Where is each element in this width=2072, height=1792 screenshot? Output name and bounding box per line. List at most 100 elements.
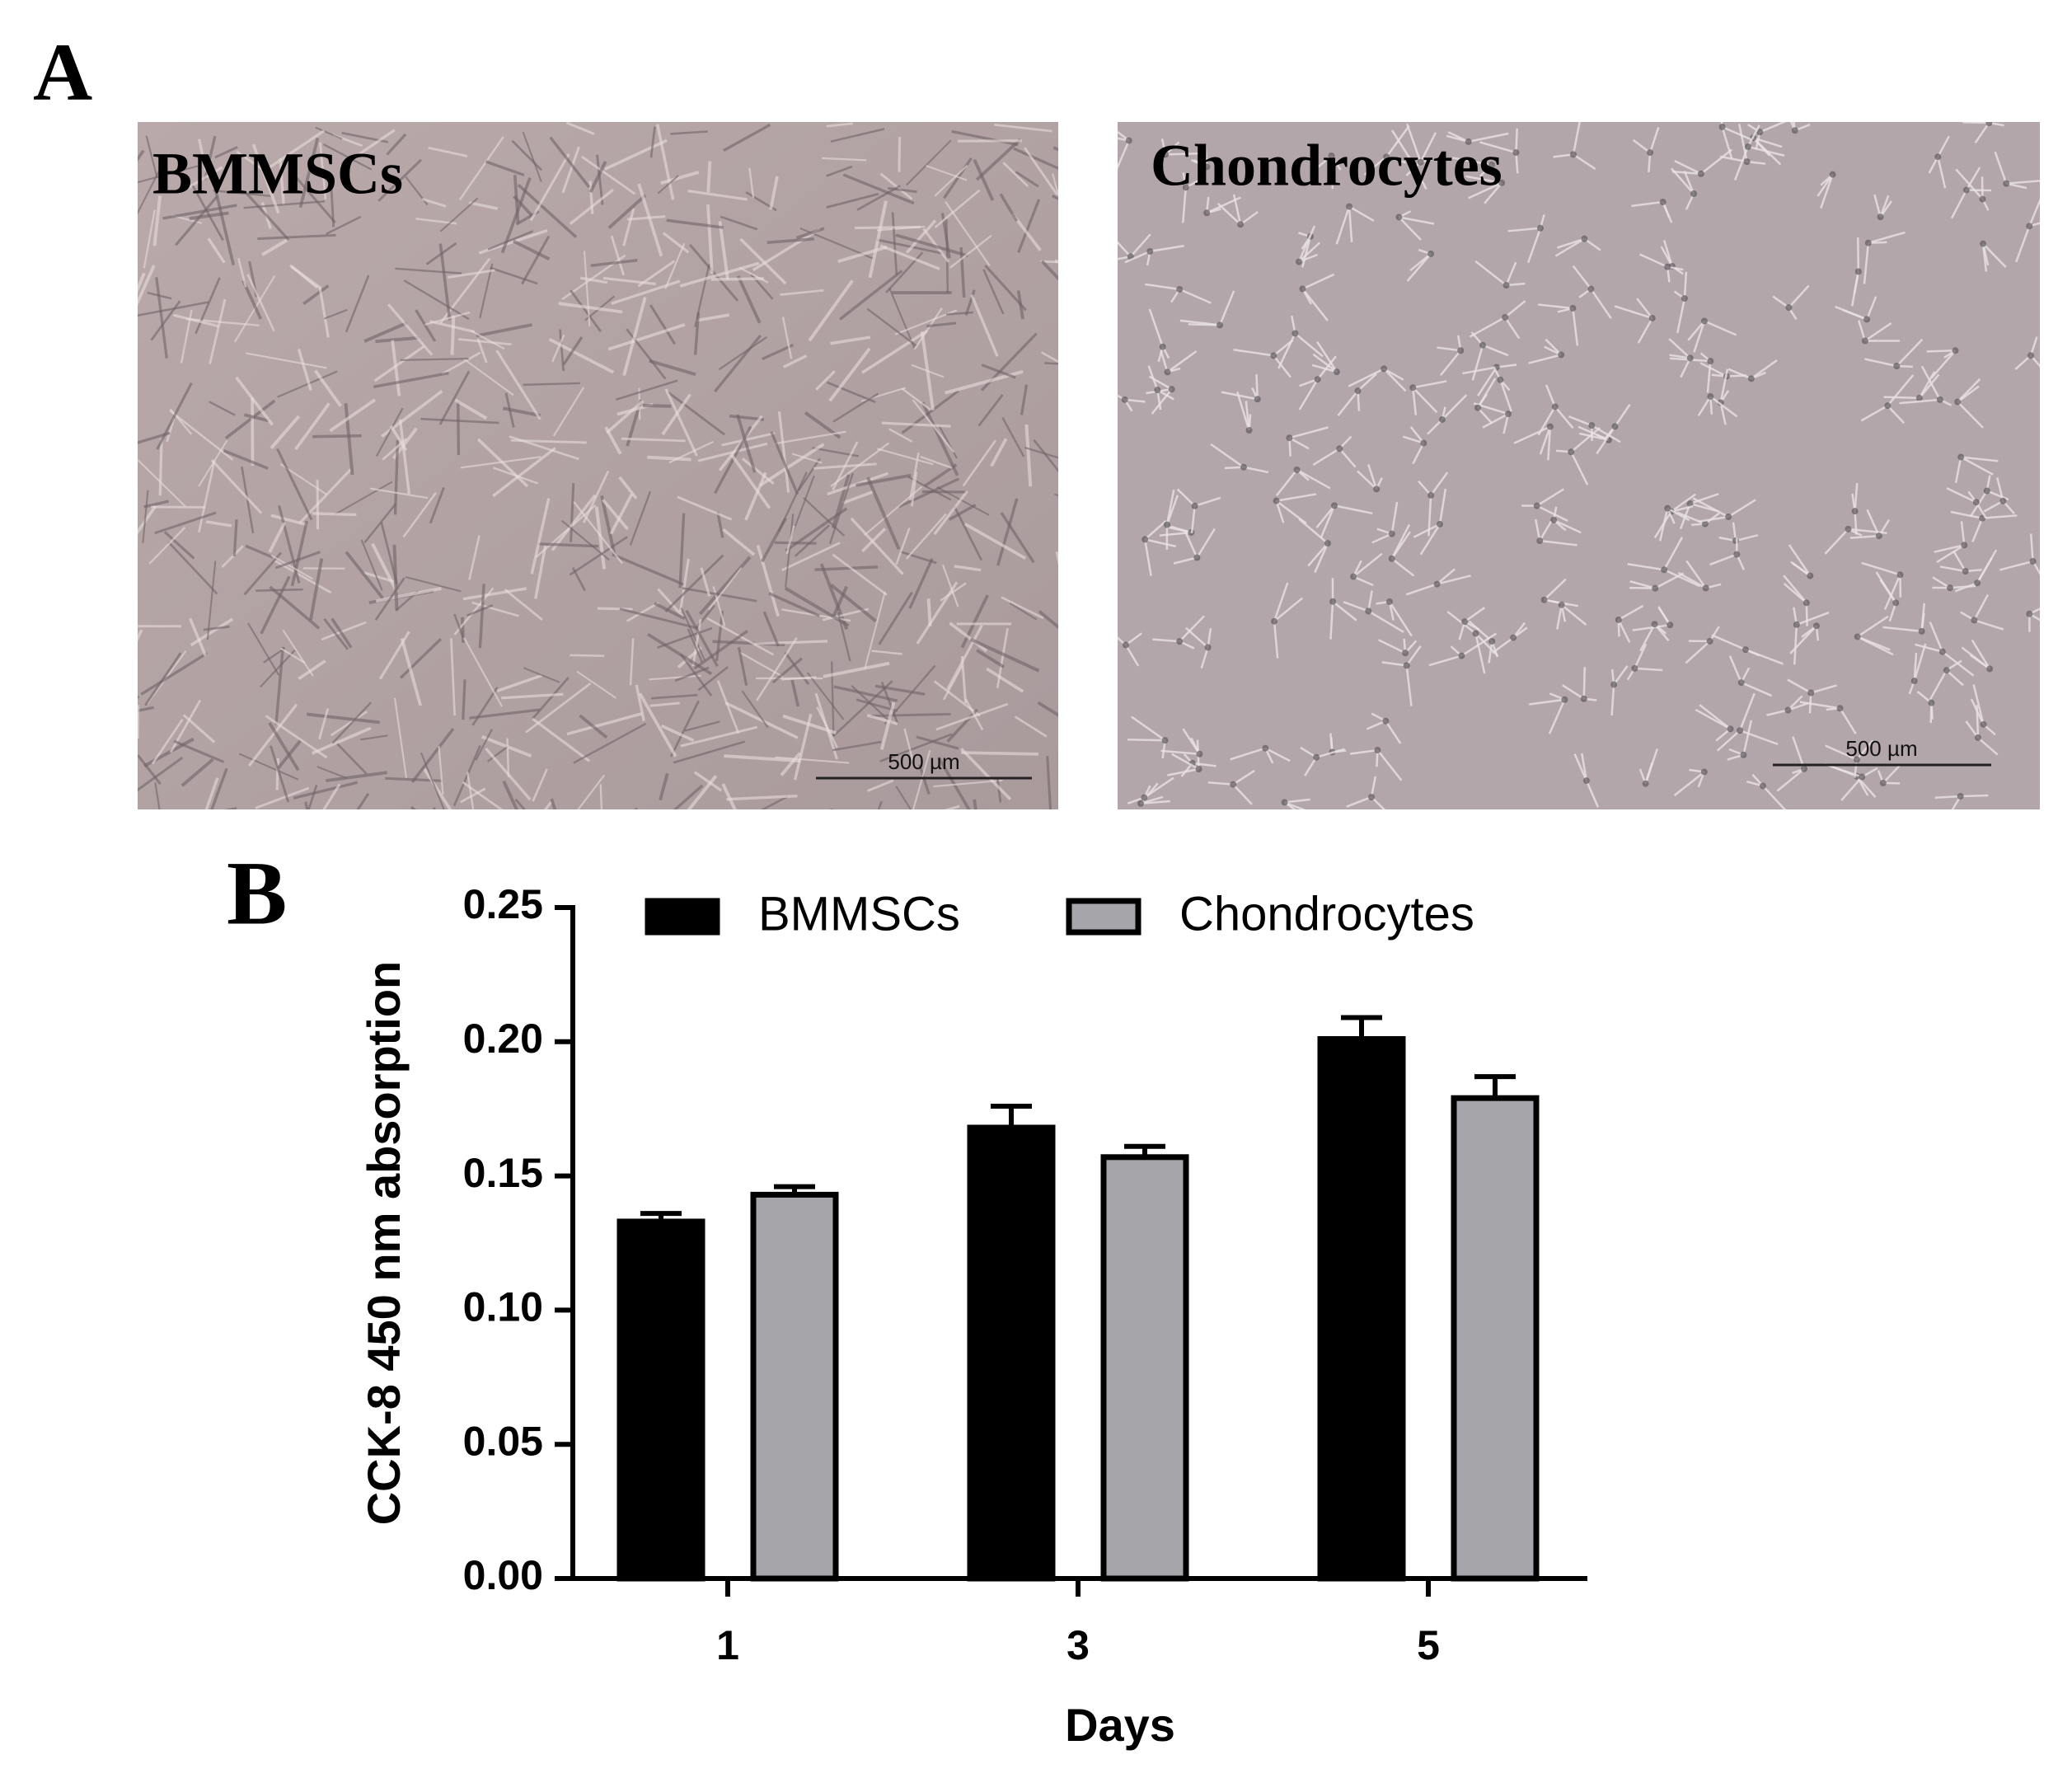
cell [425,242,457,265]
cell [1195,766,1202,773]
cell [879,733,953,762]
cell [1721,126,1733,159]
cell [1150,244,1184,253]
cell [1866,509,1881,537]
cell [1173,556,1198,565]
cell [1145,283,1180,291]
cell [410,805,417,809]
cell [1932,576,1951,589]
cell [737,646,748,686]
cell [274,551,321,570]
cell [1671,170,1701,176]
cell [1526,228,1542,264]
cell [345,551,384,599]
cell [224,399,276,440]
cell [382,438,408,461]
cell [1052,146,1058,152]
cell [360,734,388,741]
cell [1291,330,1299,337]
cell [290,520,309,587]
x-tick-label: 1 [716,1622,739,1668]
cell [832,392,879,423]
cell [920,455,953,469]
cell [1737,123,1748,162]
cell [1388,530,1395,537]
cell [1709,396,1738,418]
cell [1543,578,1567,601]
cell [476,438,529,488]
cell [1664,263,1671,270]
cell [138,629,143,642]
cell [1686,354,1694,362]
cell [724,701,799,739]
cell [722,123,771,152]
cell [1203,163,1211,171]
cell [297,348,312,391]
cell [1164,368,1171,376]
cell [761,795,789,809]
cell [1502,313,1509,321]
cell [716,680,740,734]
cell [918,764,931,795]
cell [1118,137,1130,142]
cell [424,311,471,326]
cell [1540,596,1548,603]
cell [1210,443,1245,468]
cell [708,567,743,611]
cell [1515,152,1519,174]
cell [673,740,746,764]
cell [2028,198,2040,227]
cell [990,438,1008,467]
cell [1711,634,1746,651]
cell [393,697,408,778]
cell [1727,499,1756,518]
cell [1052,173,1058,198]
cell [1793,621,1800,628]
cell [1354,387,1362,395]
cell [1437,575,1471,585]
cell [1427,491,1435,499]
y-tick-label: 0.10 [463,1284,543,1330]
cell [744,471,767,521]
cell [1118,130,1130,142]
cell [879,701,896,750]
cell [506,738,510,777]
cell [1669,354,1690,359]
cell [1546,423,1554,430]
cell [1673,771,1705,797]
cell [946,708,979,743]
cell [1037,701,1058,717]
cell [960,594,989,649]
bar [1100,1154,1189,1582]
cell [260,649,296,688]
cell [1420,439,1427,447]
cell [1281,799,1288,806]
cell [901,389,959,434]
cell [626,215,666,221]
cell [461,617,465,643]
cell [140,652,209,696]
cell [279,158,285,205]
cell [1452,157,1493,167]
cell [532,677,570,720]
cell [1275,500,1307,524]
cell [1144,519,1167,541]
cell [821,157,867,162]
cell [1877,213,1884,221]
cell [1884,402,1892,410]
cell [629,490,652,546]
cell [1179,288,1212,304]
cell [1366,720,1386,730]
cell [573,500,624,565]
cell [1316,340,1338,373]
cell [780,289,824,296]
cell [1634,667,1663,672]
cell [1288,437,1310,450]
cell [223,807,237,809]
panel-label: B [227,842,287,943]
cell [265,715,328,759]
cell [582,470,610,523]
cell [657,175,679,195]
cell [1535,518,1541,542]
